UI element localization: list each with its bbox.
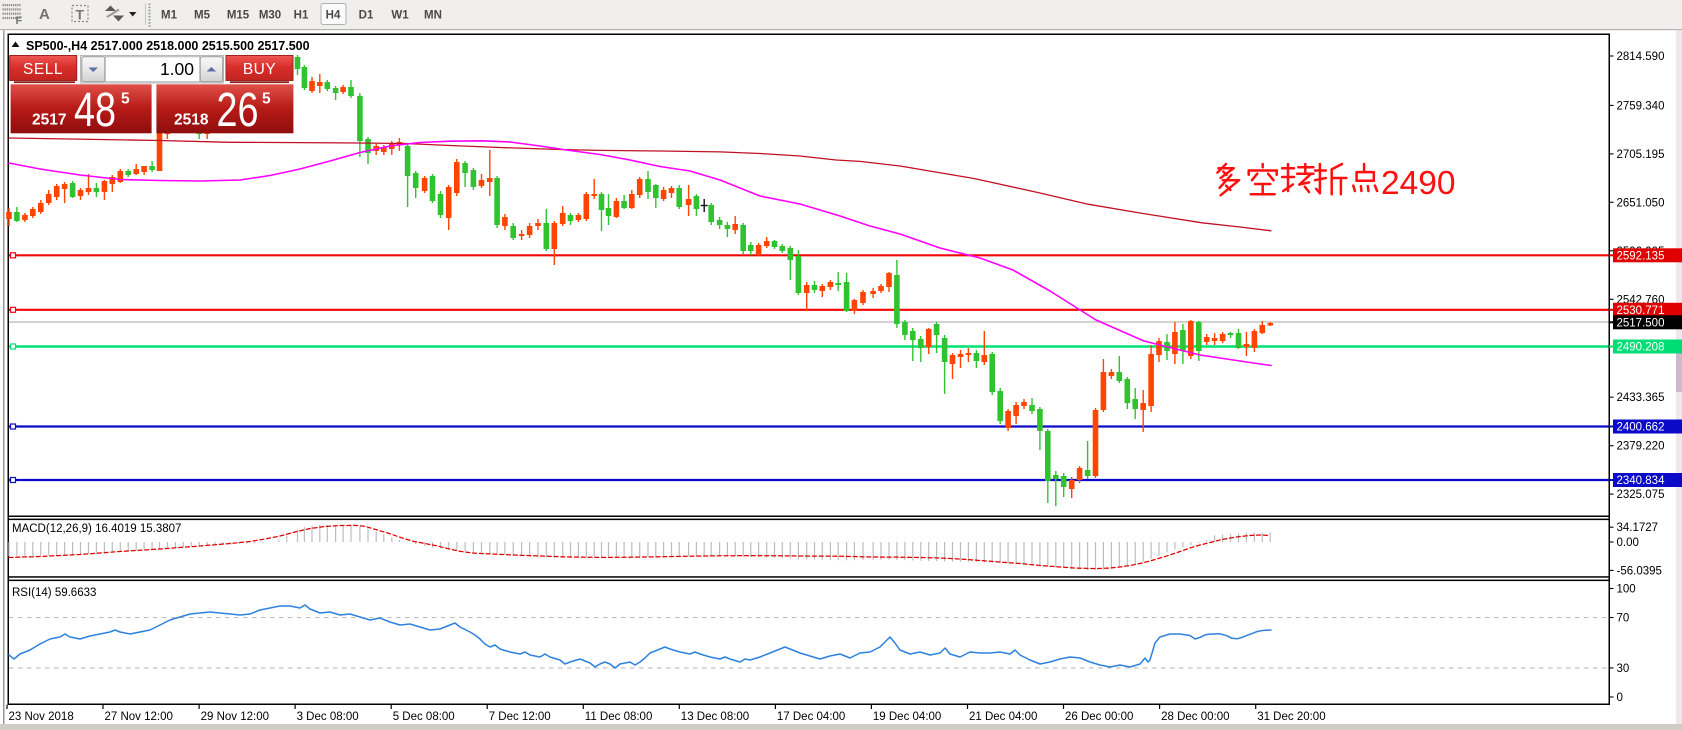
svg-text:2651.050: 2651.050 — [1617, 197, 1665, 209]
svg-text:31 Dec 20:00: 31 Dec 20:00 — [1257, 711, 1325, 723]
svg-text:5: 5 — [262, 91, 271, 108]
svg-text:5: 5 — [121, 91, 130, 108]
svg-text:3 Dec 08:00: 3 Dec 08:00 — [297, 711, 359, 723]
svg-text:100: 100 — [1617, 584, 1636, 596]
svg-text:H1: H1 — [294, 10, 309, 22]
svg-text:T: T — [76, 7, 85, 23]
svg-text:2592.135: 2592.135 — [1617, 251, 1665, 263]
svg-text:2340.834: 2340.834 — [1617, 475, 1666, 487]
svg-text:17 Dec 04:00: 17 Dec 04:00 — [777, 711, 845, 723]
svg-text:2490.208: 2490.208 — [1617, 342, 1665, 354]
svg-text:1.00: 1.00 — [160, 59, 194, 79]
svg-text:2433.365: 2433.365 — [1617, 392, 1665, 404]
svg-text:W1: W1 — [391, 10, 409, 22]
svg-text:13 Dec 08:00: 13 Dec 08:00 — [681, 711, 749, 723]
svg-text:2517: 2517 — [32, 112, 66, 129]
svg-text:28 Dec 00:00: 28 Dec 00:00 — [1161, 711, 1229, 723]
svg-text:A: A — [39, 6, 50, 23]
svg-text:34.1727: 34.1727 — [1617, 522, 1659, 534]
svg-text:0.00: 0.00 — [1617, 537, 1639, 549]
svg-text:2814.590: 2814.590 — [1617, 51, 1665, 63]
svg-text:23 Nov 2018: 23 Nov 2018 — [9, 711, 74, 723]
svg-text:26: 26 — [217, 84, 259, 137]
svg-text:48: 48 — [74, 84, 116, 137]
svg-text:RSI(14) 59.6633: RSI(14) 59.6633 — [12, 587, 96, 599]
svg-text:11 Dec 08:00: 11 Dec 08:00 — [585, 711, 653, 723]
svg-text:MACD(12,26,9) 16.4019 15.3807: MACD(12,26,9) 16.4019 15.3807 — [12, 523, 181, 535]
svg-text:F: F — [16, 15, 23, 27]
svg-text:2490: 2490 — [1381, 165, 1456, 202]
svg-text:M5: M5 — [194, 10, 211, 22]
svg-text:7 Dec 12:00: 7 Dec 12:00 — [489, 711, 551, 723]
svg-text:2530.771: 2530.771 — [1617, 305, 1665, 317]
svg-text:SP500-,H4 2517.000 2518.000 2: SP500-,H4 2517.000 2518.000 2515.500 251… — [26, 39, 310, 53]
svg-text:29 Nov 12:00: 29 Nov 12:00 — [201, 711, 269, 723]
svg-text:2759.340: 2759.340 — [1617, 100, 1665, 112]
svg-text:2705.195: 2705.195 — [1617, 149, 1665, 161]
svg-text:5 Dec 08:00: 5 Dec 08:00 — [393, 711, 455, 723]
svg-text:30: 30 — [1617, 663, 1630, 675]
svg-text:D1: D1 — [359, 10, 374, 22]
svg-text:2517.500: 2517.500 — [1617, 318, 1665, 330]
svg-text:-56.0395: -56.0395 — [1617, 565, 1662, 577]
svg-text:0: 0 — [1617, 692, 1623, 704]
svg-text:2400.662: 2400.662 — [1617, 422, 1665, 434]
svg-text:70: 70 — [1617, 613, 1630, 625]
svg-text:21 Dec 04:00: 21 Dec 04:00 — [969, 711, 1037, 723]
svg-text:2518: 2518 — [174, 112, 209, 129]
svg-text:19 Dec 04:00: 19 Dec 04:00 — [873, 711, 941, 723]
svg-text:2325.075: 2325.075 — [1617, 489, 1665, 501]
svg-text:27 Nov 12:00: 27 Nov 12:00 — [105, 711, 173, 723]
svg-text:M15: M15 — [227, 10, 250, 22]
svg-text:BUY: BUY — [243, 61, 276, 78]
svg-text:M30: M30 — [259, 10, 281, 22]
svg-text:SELL: SELL — [23, 61, 63, 78]
svg-text:MN: MN — [424, 10, 442, 22]
svg-text:M1: M1 — [161, 10, 178, 22]
svg-text:2379.220: 2379.220 — [1617, 441, 1665, 453]
svg-text:26 Dec 00:00: 26 Dec 00:00 — [1065, 711, 1133, 723]
svg-text:H4: H4 — [326, 10, 341, 22]
